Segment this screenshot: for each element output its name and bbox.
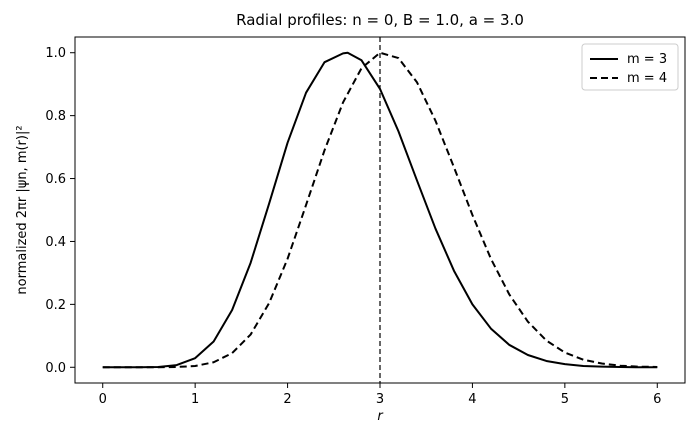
legend-label-m4: m = 4 xyxy=(627,71,667,86)
x-tick-label: 3 xyxy=(376,392,384,407)
y-tick-label: 0.8 xyxy=(45,109,66,124)
x-tick-label: 6 xyxy=(653,392,661,407)
chart-title-text: Radial profiles: n = 0, B = 1.0, a = 3.0 xyxy=(236,11,524,29)
series-layer xyxy=(102,37,658,383)
x-tick-label: 5 xyxy=(561,392,569,407)
x-tick-label: 4 xyxy=(468,392,476,407)
series-line-m3 xyxy=(102,51,658,369)
y-tick-label: 1.0 xyxy=(45,46,66,61)
y-axis: 0.0 0.2 0.4 0.6 0.8 1.0 xyxy=(45,46,75,376)
chart-title: Radial profiles: n = 0, B = 1.0, a = 3.0 xyxy=(236,11,524,29)
y-tick-label: 0.6 xyxy=(45,172,66,187)
y-axis-label: normalized 2πr |ψn, m(r)|² xyxy=(15,125,30,294)
x-axis-label: r xyxy=(377,409,384,424)
x-tick-label: 0 xyxy=(99,392,107,407)
x-tick-label: 2 xyxy=(283,392,291,407)
y-tick-label: 0.2 xyxy=(45,298,66,313)
x-axis: 0 1 2 3 4 5 6 xyxy=(99,383,661,407)
series-line-m4 xyxy=(102,51,658,369)
y-tick-label: 0.0 xyxy=(45,361,66,376)
legend: m = 3 m = 4 xyxy=(581,43,679,91)
x-tick-label: 1 xyxy=(191,392,199,407)
y-tick-label: 0.4 xyxy=(45,235,66,250)
legend-label-m3: m = 3 xyxy=(627,52,667,67)
